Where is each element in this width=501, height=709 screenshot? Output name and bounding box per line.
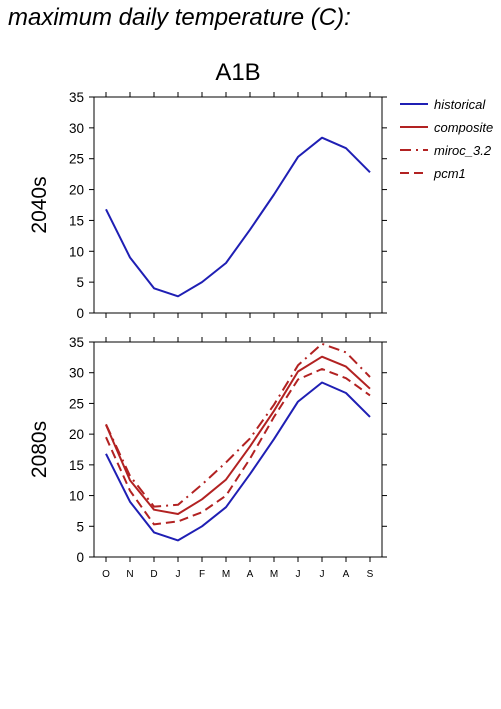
x-tick-label: M	[270, 569, 278, 580]
scenario-title: A1B	[215, 59, 260, 86]
y-tick-label: 15	[69, 213, 84, 228]
legend-label: historical	[434, 97, 486, 112]
series-line-historical	[105, 381, 371, 542]
legend-label: pcm1	[433, 166, 466, 181]
legend-label: composite	[434, 120, 493, 135]
y-tick-label: 0	[76, 306, 84, 321]
y-tick-label: 30	[69, 121, 84, 136]
y-tick-label: 35	[69, 90, 84, 105]
series-line-composite	[105, 355, 371, 515]
panel-frame	[93, 96, 383, 314]
series-line-pcm1	[105, 368, 371, 526]
legend: historical composite miroc_3.2 pcm1	[400, 97, 493, 181]
x-tick-label: J	[176, 569, 181, 580]
plot-panels: 0 5 10 15 20 25 30 35 2040s 0 5 10 15 20 25 30 35 O N D J F M A…	[28, 90, 387, 580]
y-tick-label: 25	[69, 152, 84, 167]
legend-label: miroc_3.2	[434, 143, 492, 158]
panel-frame	[93, 341, 383, 558]
x-tick-label: N	[126, 569, 133, 580]
panel-2040s: 0 5 10 15 20 25 30 35 2040s	[28, 90, 387, 321]
x-tick-label: A	[247, 569, 254, 580]
y-tick-label: 10	[69, 244, 84, 259]
figure-title: maximum daily temperature (C):	[8, 4, 351, 31]
x-tick-label: J	[296, 569, 301, 580]
y-tick-label: 20	[69, 427, 84, 442]
row-label: 2040s	[28, 176, 51, 233]
panel-2080s: 0 5 10 15 20 25 30 35 O N D J F M A M J J A S 2080s	[28, 335, 387, 580]
x-tick-label: J	[320, 569, 325, 580]
x-tick-label: O	[102, 569, 110, 580]
legend-item: miroc_3.2	[400, 143, 492, 158]
y-tick-label: 35	[69, 335, 84, 350]
series-line-miroc-3-2	[105, 342, 371, 508]
x-tick-label: M	[222, 569, 230, 580]
x-tick-label: A	[343, 569, 350, 580]
series-line-historical	[105, 136, 371, 298]
legend-item: historical	[400, 97, 486, 112]
row-label: 2080s	[28, 421, 51, 478]
y-tick-label: 20	[69, 183, 84, 198]
y-tick-label: 25	[69, 396, 84, 411]
x-tick-label: D	[150, 569, 157, 580]
y-tick-label: 5	[76, 275, 84, 290]
y-tick-label: 30	[69, 366, 84, 381]
y-tick-label: 10	[69, 489, 84, 504]
x-tick-label: S	[367, 569, 374, 580]
y-tick-label: 0	[76, 550, 84, 565]
legend-item: pcm1	[400, 166, 466, 181]
y-tick-label: 15	[69, 458, 84, 473]
y-tick-label: 5	[76, 519, 84, 534]
legend-item: composite	[400, 120, 493, 135]
x-tick-label: F	[199, 569, 205, 580]
